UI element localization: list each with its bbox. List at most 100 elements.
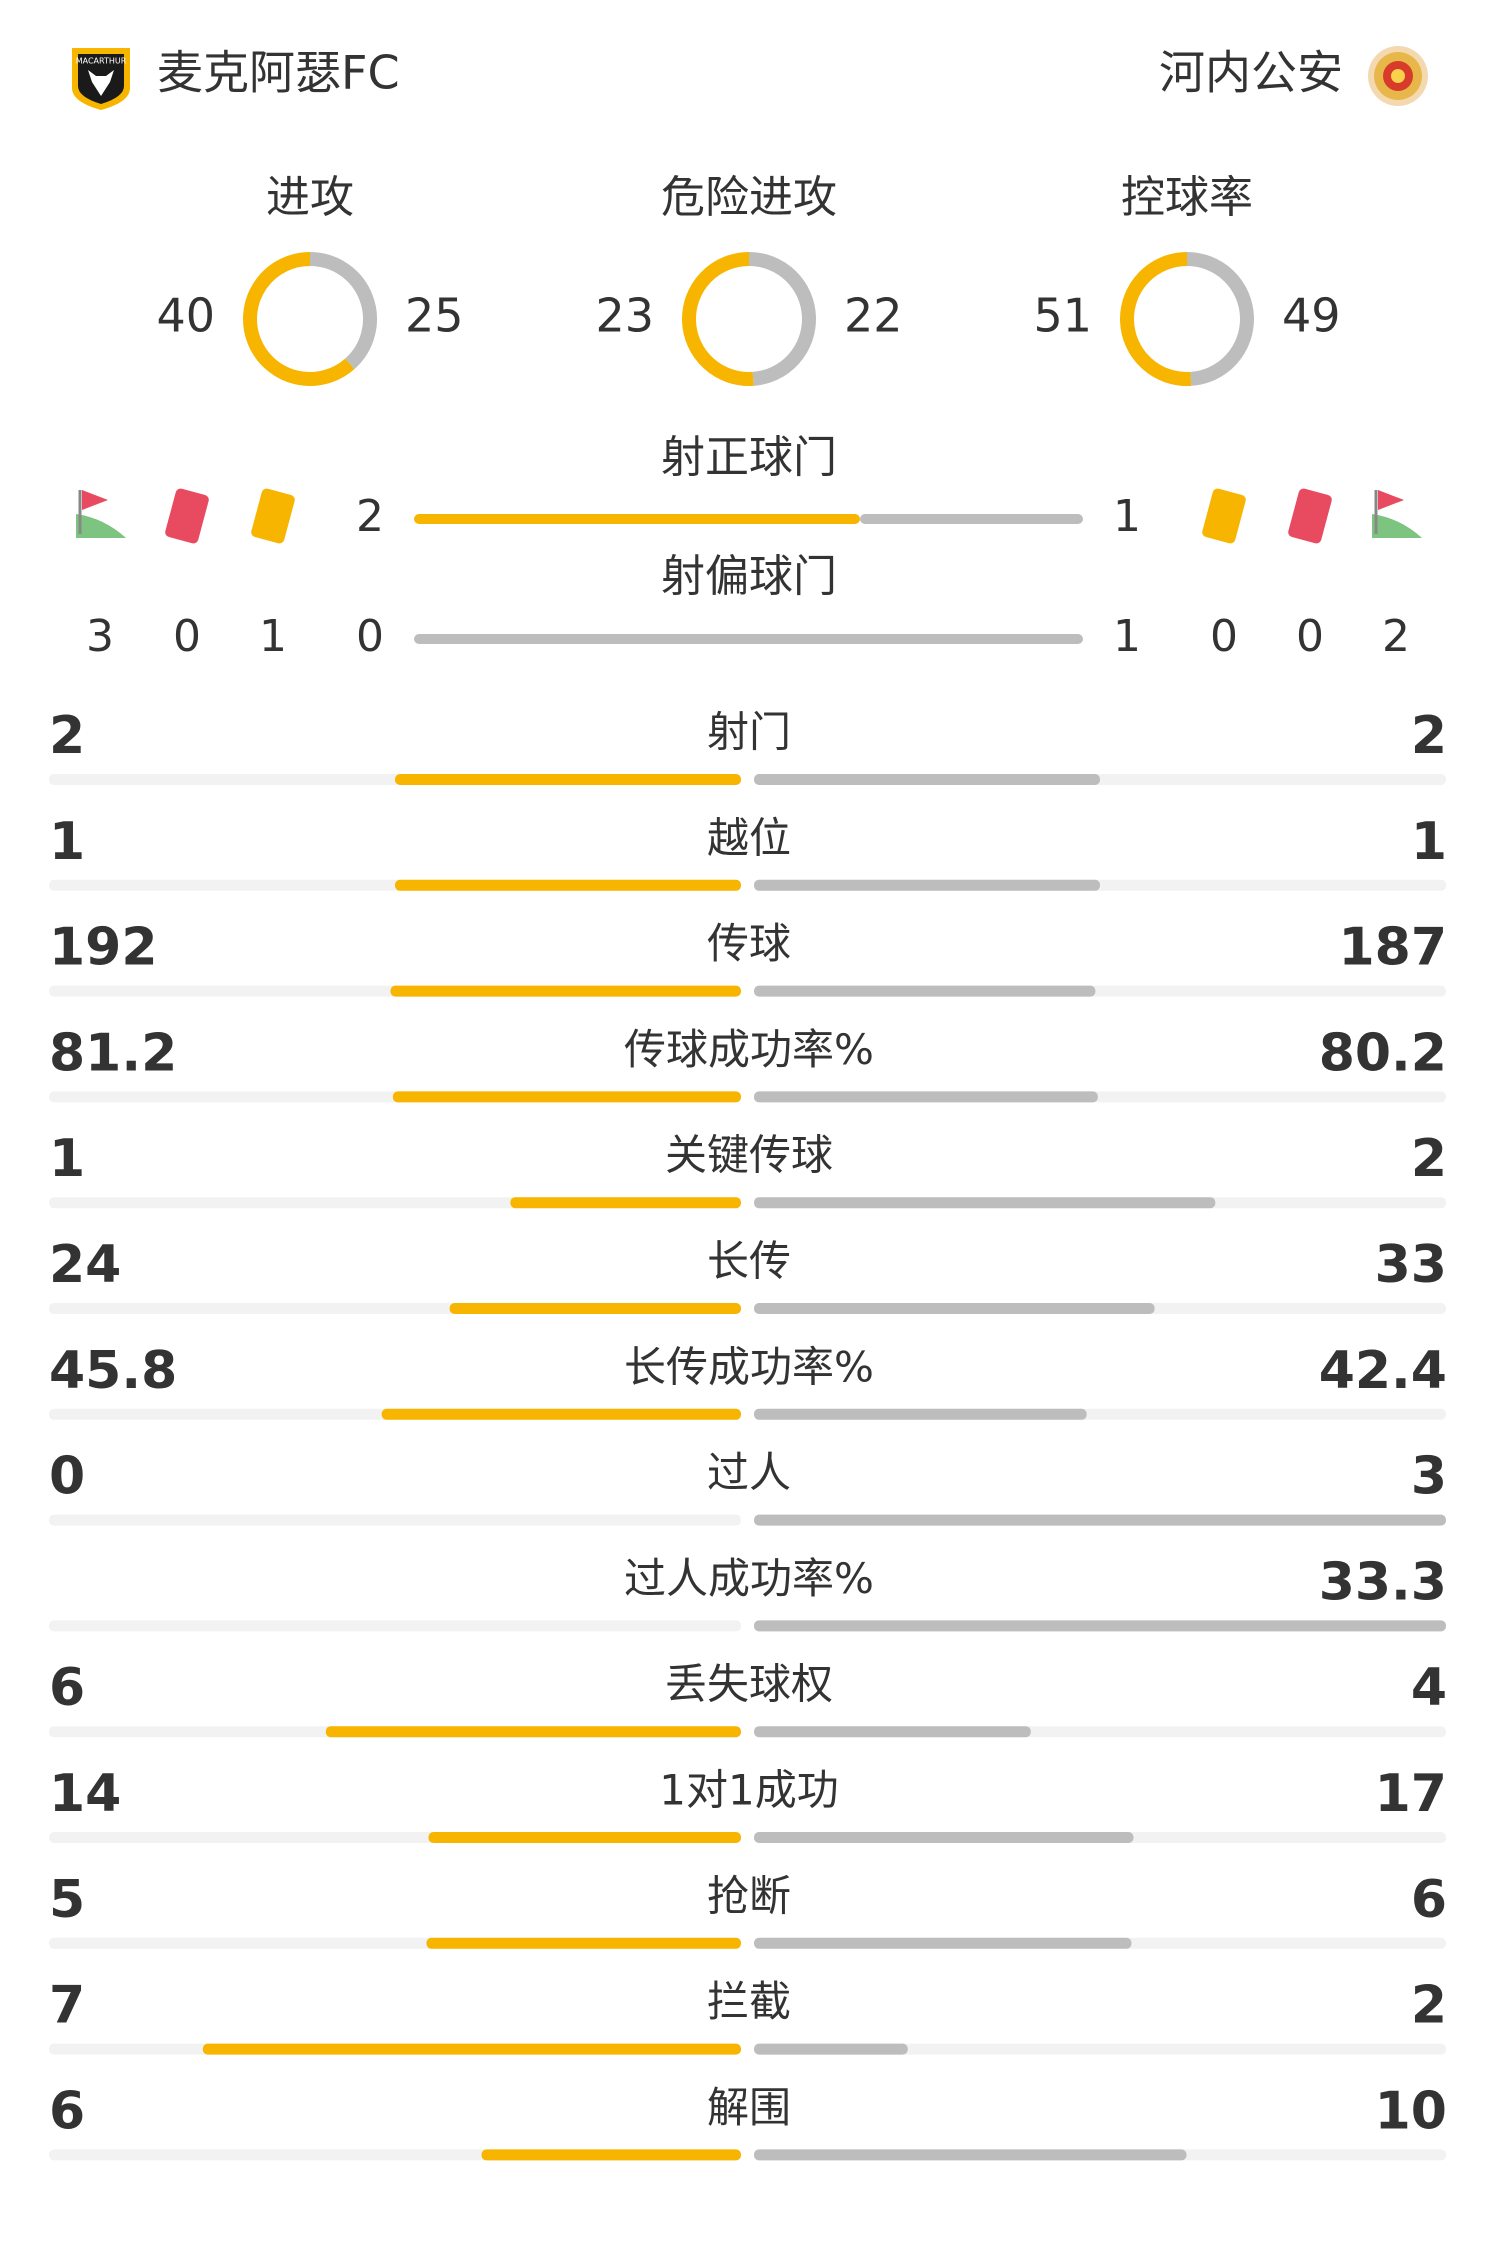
away-value: 49	[1282, 289, 1341, 343]
home-bar	[449, 1303, 741, 1314]
yellow-count: 1	[259, 611, 287, 662]
away-team: 河内公安	[1159, 46, 1343, 100]
stat-label: 射门	[707, 708, 791, 757]
home-value: 0	[49, 1447, 85, 1507]
home-bar	[395, 774, 741, 785]
home-value: 1	[49, 1129, 85, 1189]
home-bar	[381, 1408, 741, 1420]
home-value: 45.8	[49, 1341, 177, 1401]
away-bar	[754, 774, 1100, 785]
track	[754, 2043, 1446, 2055]
stat-label: 过人成功率%	[624, 1554, 874, 1603]
stat-label: 抢断	[707, 1871, 791, 1920]
away-arc	[309, 252, 377, 370]
away-bar	[754, 2043, 908, 2055]
stat-label: 长传	[707, 1237, 791, 1286]
corners-count: 3	[86, 611, 114, 662]
home-bar	[510, 1197, 741, 1209]
away-value: 33	[1375, 1235, 1447, 1295]
away-bar	[754, 1408, 1087, 1420]
away-value: 2	[1411, 706, 1447, 766]
yellow-card-icon	[1202, 488, 1246, 544]
away-value: 25	[405, 289, 464, 343]
away-bar	[414, 634, 1083, 644]
home-bar	[481, 2149, 741, 2161]
track	[49, 1514, 741, 1526]
home-value: 40	[156, 289, 215, 343]
stat-label: 越位	[707, 813, 791, 862]
away-bar	[754, 1514, 1446, 1526]
home-bar	[325, 1726, 741, 1738]
red-card-icon	[165, 488, 209, 544]
stat-label: 拦截	[707, 1977, 791, 2026]
away-value: 6	[1411, 1870, 1447, 1930]
home-bar	[202, 2043, 741, 2055]
away-value: 17	[1375, 1764, 1447, 1824]
home-value: 24	[49, 1235, 121, 1295]
away-value: 4	[1411, 1658, 1447, 1718]
stat-label: 传球	[707, 919, 791, 968]
away-value: 187	[1338, 918, 1447, 978]
home-arc	[243, 252, 355, 386]
home-value: 6	[49, 2081, 85, 2141]
home-value: 51	[1033, 289, 1092, 343]
away-bar	[860, 514, 1083, 524]
bar-label: 射偏球门	[661, 551, 837, 602]
home-value: 5	[49, 1870, 85, 1930]
home-arc	[1120, 252, 1192, 386]
away-value: 1	[1113, 611, 1141, 662]
home-value: 1	[49, 812, 85, 872]
home-bar	[428, 1832, 741, 1843]
corner-icon	[1372, 514, 1422, 538]
away-value: 2	[1411, 1129, 1447, 1189]
away-bar	[754, 1937, 1132, 1949]
stat-label: 传球成功率%	[624, 1025, 874, 1074]
away-bar	[754, 879, 1100, 891]
away-logo	[1368, 46, 1428, 106]
stat-label: 1对1成功	[659, 1766, 838, 1815]
donut-label: 控球率	[1121, 172, 1253, 223]
away-bar	[754, 1091, 1098, 1103]
stat-label: 解围	[707, 2083, 791, 2132]
home-team: 麦克阿瑟FC	[157, 46, 400, 100]
stat-label: 丢失球权	[665, 1660, 833, 1709]
red-card-icon	[1288, 488, 1332, 544]
flag	[82, 490, 108, 510]
home-value: 81.2	[49, 1023, 177, 1083]
home-value: 23	[595, 289, 654, 343]
away-arc	[1186, 252, 1254, 386]
away-bar	[754, 1726, 1031, 1738]
home-value: 192	[49, 918, 158, 978]
away-bar	[754, 1832, 1134, 1843]
donut-label: 危险进攻	[661, 172, 837, 223]
away-bar	[754, 2149, 1187, 2161]
away-value: 1	[1113, 491, 1141, 542]
away-bar	[754, 1620, 1446, 1632]
away-value: 80.2	[1319, 1023, 1447, 1083]
away-value: 42.4	[1319, 1341, 1447, 1401]
red-count: 0	[1296, 611, 1324, 662]
away-bar	[754, 1303, 1155, 1314]
home-logo: MACARTHUR	[72, 48, 130, 110]
away-bar	[754, 985, 1096, 997]
track	[49, 1620, 741, 1632]
home-value: 7	[49, 1976, 85, 2036]
away-value: 22	[844, 289, 903, 343]
corners-count: 2	[1382, 611, 1410, 662]
home-value: 6	[49, 1658, 85, 1718]
home-bar	[414, 514, 860, 524]
home-bar	[390, 985, 741, 997]
stat-label: 关键传球	[665, 1131, 833, 1180]
away-bar	[754, 1197, 1216, 1209]
corner-icon	[76, 514, 126, 538]
card-icons	[76, 488, 1422, 544]
donut-label: 进攻	[266, 172, 354, 223]
home-bar	[392, 1091, 741, 1103]
home-bar	[426, 1937, 741, 1949]
red-count: 0	[173, 611, 201, 662]
home-bar	[395, 879, 741, 891]
stat-label: 长传成功率%	[624, 1342, 874, 1391]
home-arc	[682, 252, 754, 386]
